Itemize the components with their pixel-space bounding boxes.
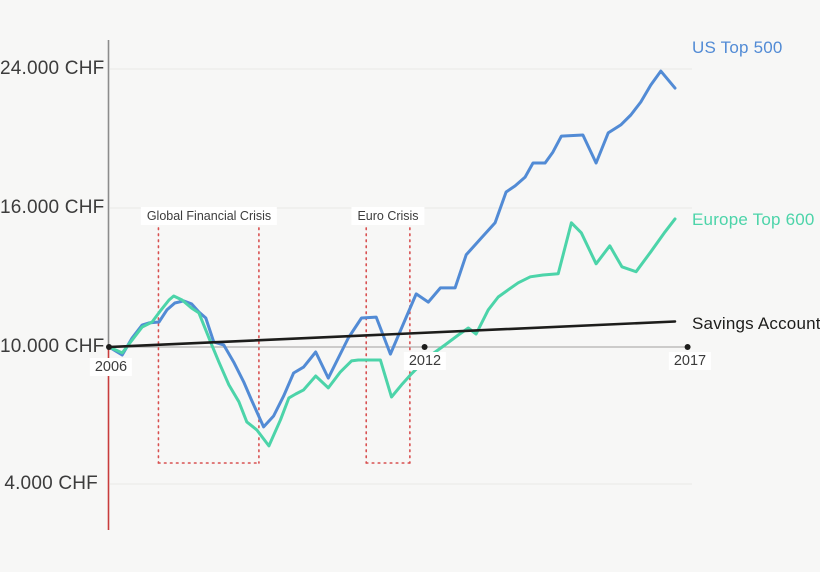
series-label-us-top-500: US Top 500 xyxy=(692,38,783,57)
y-tick-label-4000: 4.000 CHF xyxy=(4,473,98,494)
annotation-global-financial-crisis: Global Financial Crisis xyxy=(140,207,278,225)
series-label-savings-account: Savings Account xyxy=(692,314,820,333)
baseline-dot-2006 xyxy=(106,344,112,350)
baseline-dot-2012 xyxy=(421,344,428,350)
x-tick-label-2006: 2006 xyxy=(89,358,133,376)
x-tick-label-2012: 2012 xyxy=(403,352,447,370)
europe-top-600-line xyxy=(107,217,677,448)
series-label-europe-top-600: Europe Top 600 xyxy=(692,210,815,229)
savings-account-line xyxy=(107,320,677,349)
annotation-euro-crisis: Euro Crisis xyxy=(351,207,425,225)
baseline-dot-2017 xyxy=(684,344,691,350)
y-tick-label-24000: 24.000 CHF xyxy=(0,58,105,79)
y-tick-label-16000: 16.000 CHF xyxy=(0,197,105,218)
x-tick-label-2017: 2017 xyxy=(668,352,712,370)
y-tick-label-10000: 10.000 CHF xyxy=(0,336,105,357)
